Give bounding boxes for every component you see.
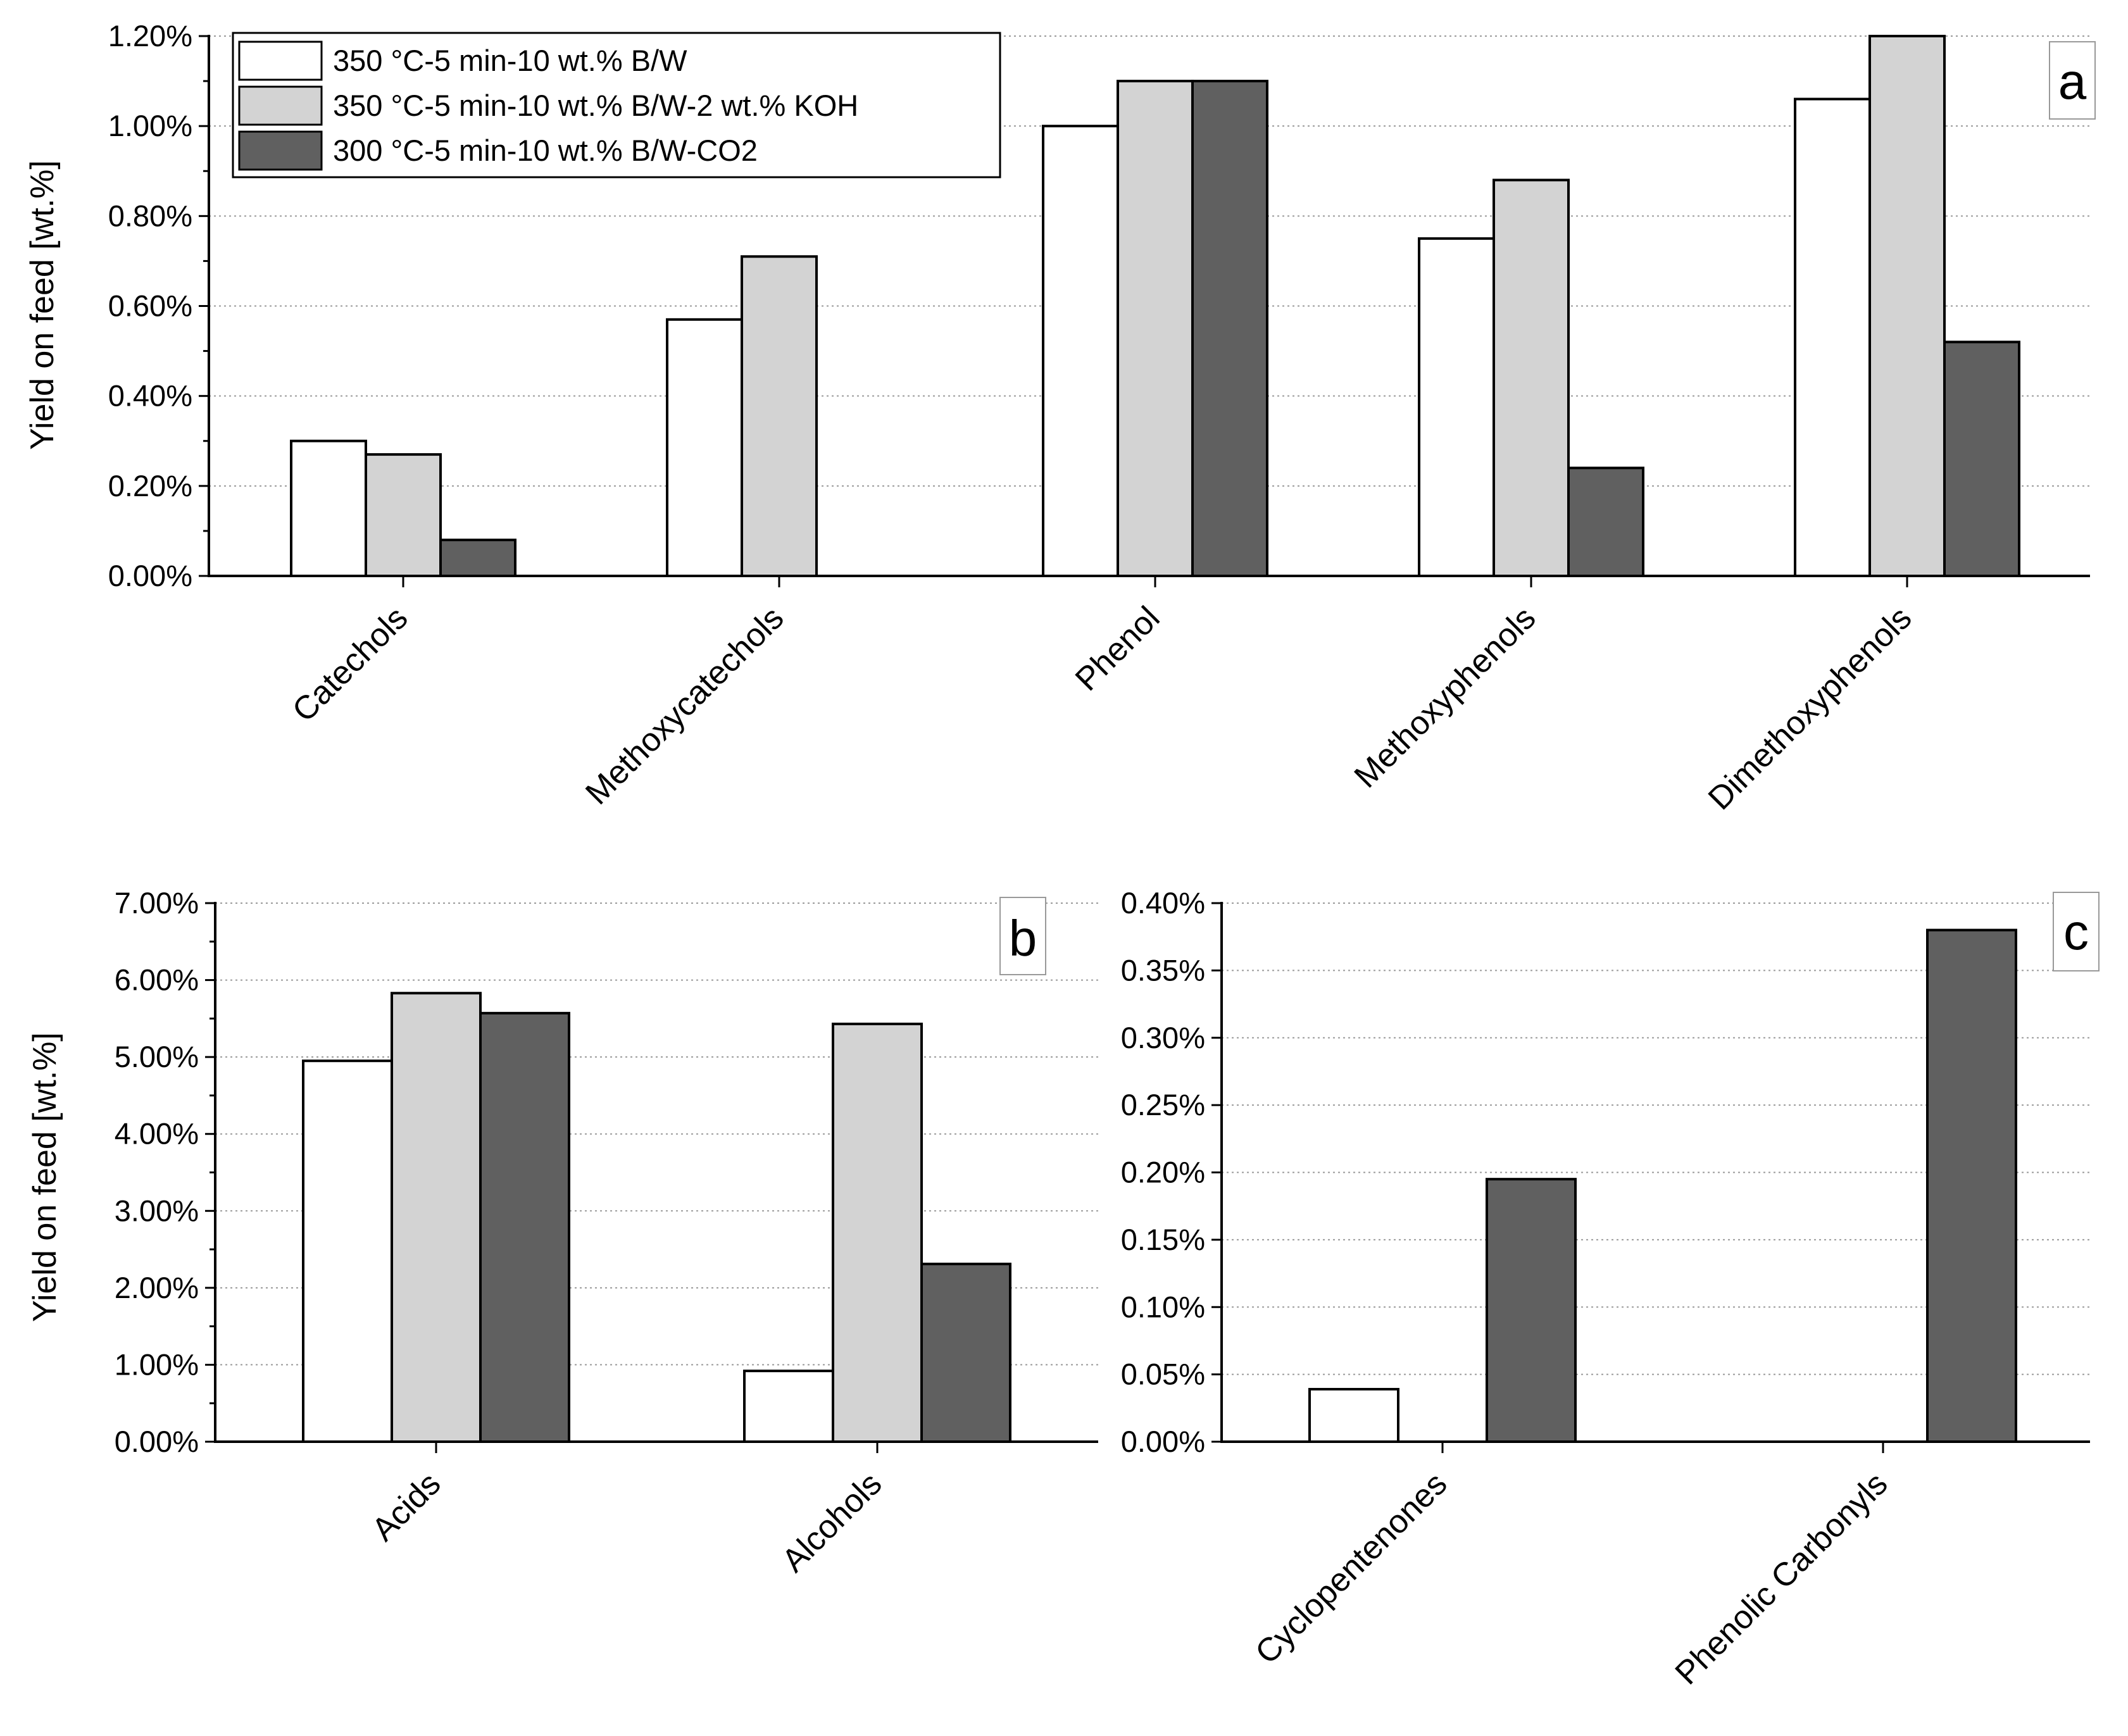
x-category-label: Phenol (1068, 599, 1167, 698)
bar (1493, 178, 1570, 577)
bar (743, 1370, 834, 1444)
bar (741, 255, 818, 577)
bar (1042, 125, 1119, 577)
legend-label: 350 °C-5 min-10 wt.% B/W-2 wt.% KOH (333, 89, 858, 122)
bar (1418, 237, 1495, 577)
y-tick-label: 1.20% (108, 19, 192, 53)
panel-b-bars (302, 992, 1011, 1444)
bar (1868, 35, 1946, 577)
y-tick-label: 0.30% (1121, 1021, 1205, 1054)
y-tick-label: 2.00% (115, 1271, 199, 1304)
y-tick-label: 0.35% (1121, 953, 1205, 987)
bar (479, 1011, 570, 1443)
x-category-label: Cyclopentenones (1248, 1465, 1454, 1671)
panel-c-bars (1308, 928, 2017, 1444)
panel-a-bars (290, 35, 2020, 578)
panel-a-y-axis-title: Yield on feed [wt.%] (24, 160, 61, 450)
y-tick-label: 0.05% (1121, 1358, 1205, 1391)
panel-b-letter-box: b (999, 897, 1046, 975)
legend-label: 300 °C-5 min-10 wt.% B/W-CO2 (333, 134, 758, 167)
bar (1926, 928, 2017, 1444)
y-tick-label: 3.00% (115, 1194, 199, 1227)
x-category-label: Dimethoxyphenols (1701, 599, 1918, 816)
y-tick-label: 0.40% (108, 379, 192, 413)
legend-label: 350 °C-5 min-10 wt.% B/W (333, 44, 687, 77)
y-tick-label: 0.20% (108, 469, 192, 503)
x-category-label: Acids (365, 1465, 448, 1548)
legend: 350 °C-5 min-10 wt.% B/W 350 °C-5 min-10… (232, 32, 1001, 178)
panel-a-letter-box: a (2049, 41, 2096, 120)
y-tick-label: 0.80% (108, 199, 192, 232)
bar (391, 992, 482, 1443)
y-tick-label: 0.20% (1121, 1156, 1205, 1189)
bar (666, 318, 743, 577)
panel-b-letter: b (1009, 910, 1037, 966)
bar (1567, 466, 1644, 578)
y-tick-label: 1.00% (115, 1347, 199, 1381)
x-category-label: Catechols (285, 599, 415, 729)
y-tick-label: 1.00% (108, 109, 192, 142)
bar (1486, 1178, 1577, 1443)
legend-swatch (238, 41, 323, 81)
bar (302, 1059, 393, 1443)
panel-c-letter: c (2063, 904, 2089, 960)
y-tick-label: 0.10% (1121, 1290, 1205, 1323)
bar (1794, 97, 1871, 577)
y-tick-label: 0.40% (1121, 886, 1205, 920)
legend-item: 350 °C-5 min-10 wt.% B/W-2 wt.% KOH (238, 85, 858, 126)
legend-item: 350 °C-5 min-10 wt.% B/W (238, 41, 687, 81)
panel-c: 0.00% 0.05% 0.10% 0.15% 0.20% 0.25% 0.30% 0.35%… (1121, 886, 2100, 1692)
panel-b-axes (205, 902, 1098, 1453)
bar (365, 453, 442, 578)
legend-swatch (238, 130, 323, 171)
y-tick-label: 0.00% (1121, 1425, 1205, 1458)
y-tick-label: 5.00% (115, 1040, 199, 1073)
bar (290, 439, 367, 577)
panel-b: 0.00% 1.00% 2.00% 3.00% 4.00% 5.00% 6.00% 7.00%… (27, 886, 1098, 1579)
x-category-label: Methoxycatechols (579, 599, 791, 811)
y-tick-label: 0.60% (108, 289, 192, 323)
x-category-label: Alcohols (775, 1465, 889, 1579)
y-tick-label: 6.00% (115, 963, 199, 997)
panel-c-letter-box: c (2053, 892, 2100, 971)
panel-a-letter: a (2058, 53, 2087, 109)
y-tick-label: 0.00% (115, 1425, 199, 1458)
panel-c-axes (1211, 902, 2090, 1453)
legend-swatch (238, 85, 323, 126)
bar (1308, 1388, 1399, 1444)
panel-a-axes (199, 35, 2090, 587)
x-category-label: Methoxyphenols (1348, 599, 1543, 795)
bar (1117, 80, 1194, 578)
y-tick-label: 0.00% (108, 559, 192, 592)
bar (1191, 80, 1268, 578)
bar (439, 539, 516, 578)
panel-b-y-axis-title: Yield on feed [wt.%] (27, 1032, 63, 1322)
bar (1943, 340, 2020, 577)
legend-frame (232, 32, 1001, 178)
y-tick-label: 0.25% (1121, 1088, 1205, 1121)
y-tick-label: 4.00% (115, 1117, 199, 1151)
bar (920, 1263, 1011, 1444)
panel-a: 0.00% 0.20% 0.40% 0.60% 0.80% 1.00% 1.20% Catec… (24, 19, 2096, 817)
x-category-label: Phenolic Carbonyls (1668, 1465, 1895, 1692)
y-tick-label: 7.00% (115, 886, 199, 920)
y-tick-label: 0.15% (1121, 1223, 1205, 1256)
legend-item: 300 °C-5 min-10 wt.% B/W-CO2 (238, 130, 758, 171)
bar (832, 1022, 923, 1444)
